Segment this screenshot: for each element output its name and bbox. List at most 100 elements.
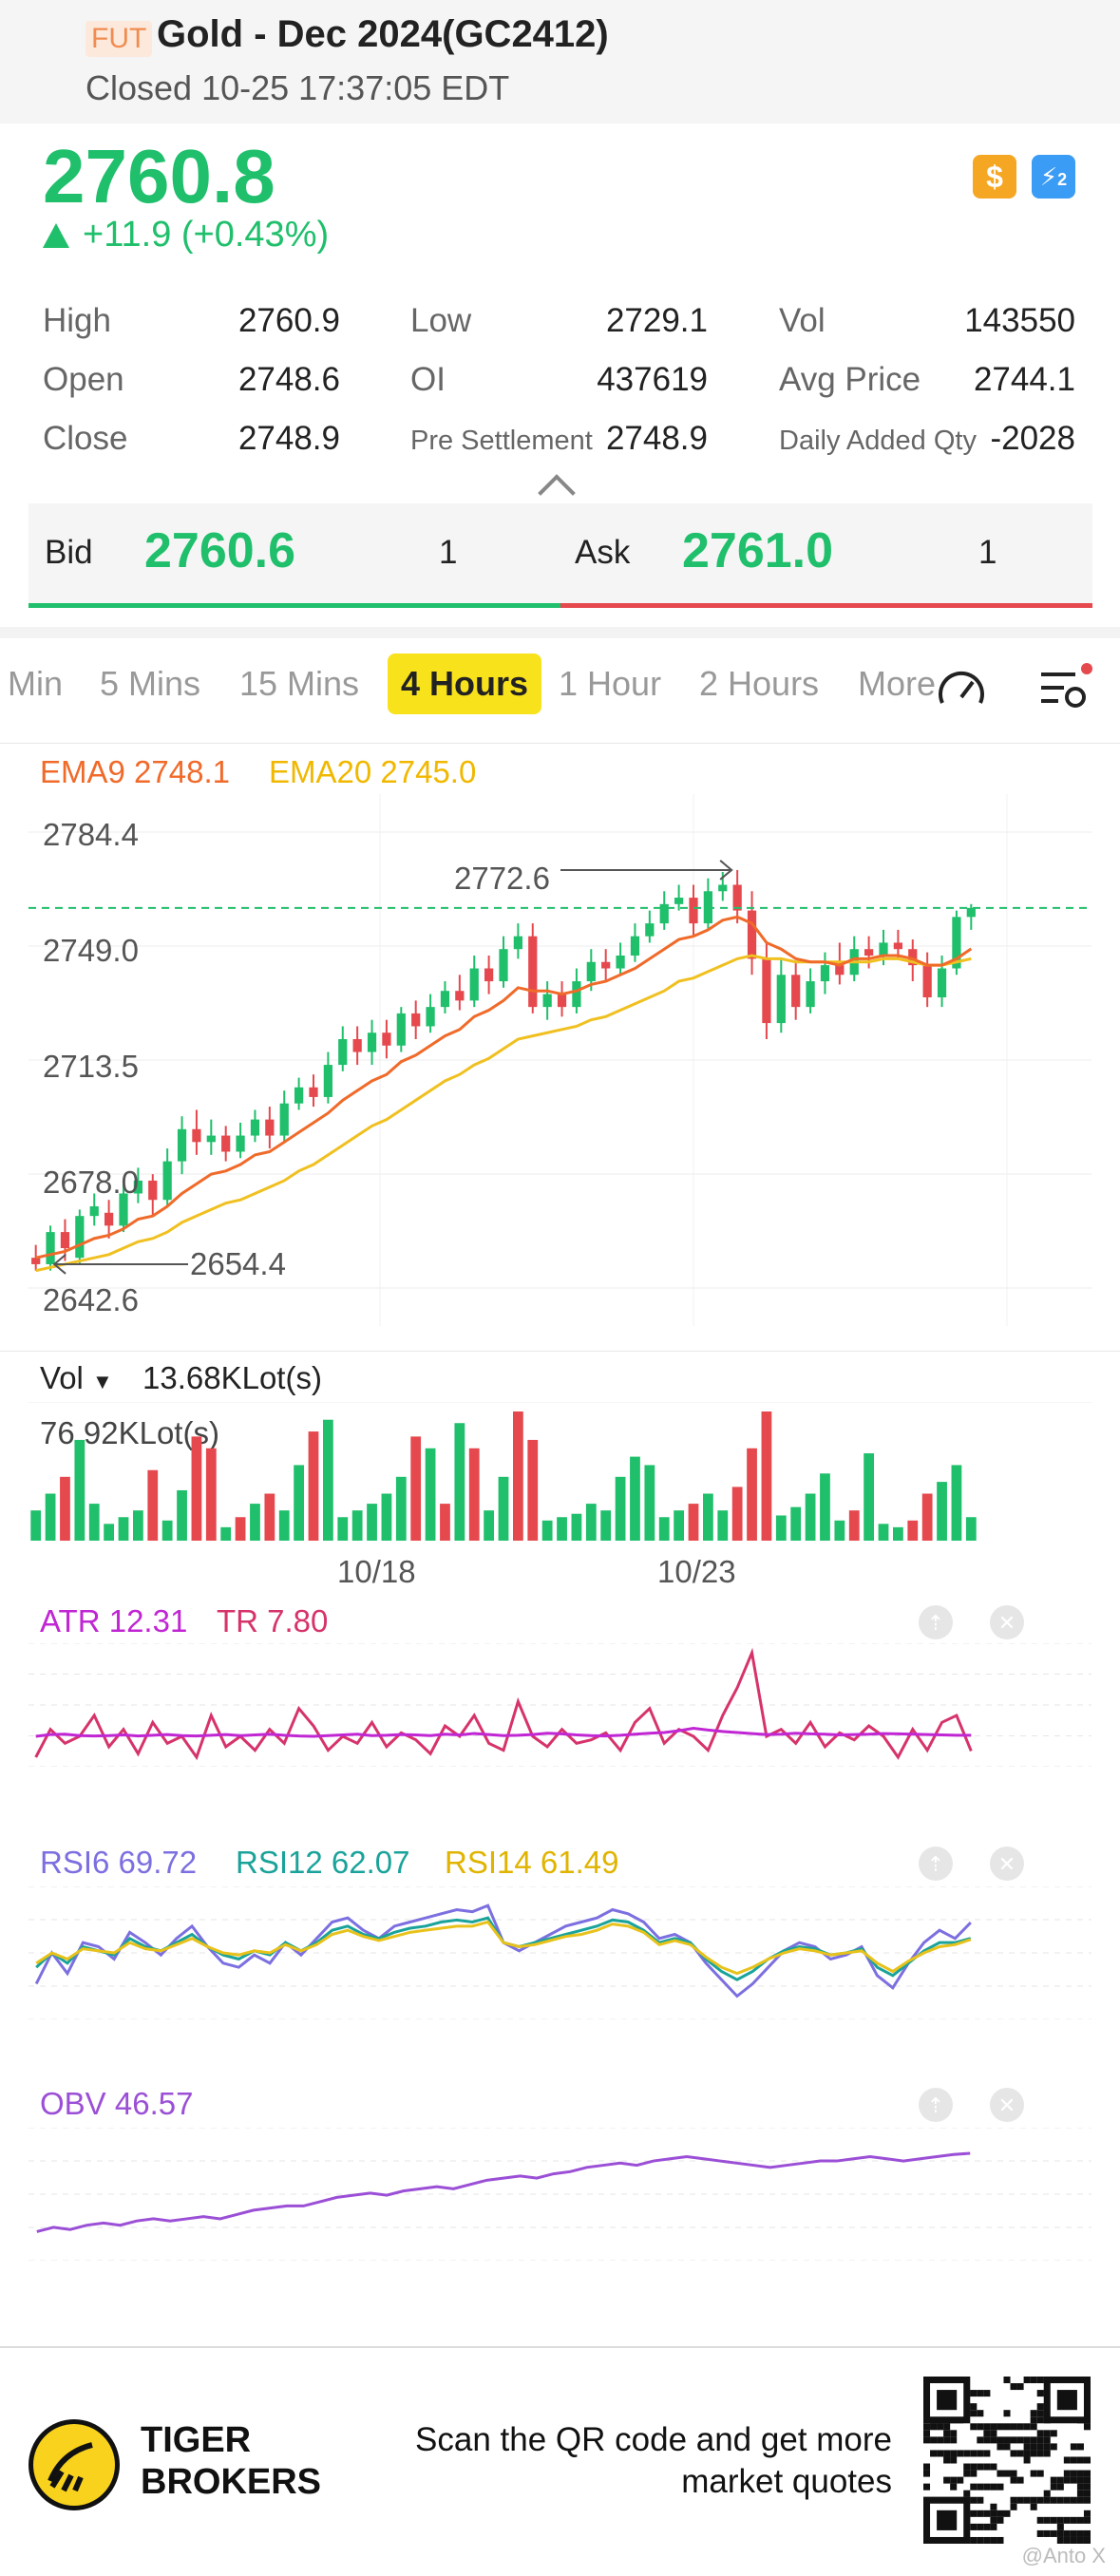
ask-price[interactable]: 2761.0	[682, 523, 834, 578]
ema9-legend: EMA9 2748.1	[40, 754, 230, 789]
tab-min[interactable]: Min	[8, 664, 64, 703]
futures-badge: FUT	[85, 21, 153, 57]
candle-body	[952, 917, 961, 969]
gauge-icon[interactable]	[933, 661, 990, 718]
volume-bar	[893, 1526, 903, 1541]
qr-module	[1016, 2496, 1024, 2504]
obv-chart[interactable]	[0, 2128, 1120, 2261]
qr-module	[943, 2456, 951, 2464]
qr-module	[1036, 2410, 1044, 2417]
volume-selector[interactable]: Vol ▼	[40, 1360, 113, 1396]
bid-ask-bar: Bid 2760.6 1 Ask 2761.0 1	[28, 503, 1092, 608]
qr-module	[1063, 2496, 1071, 2504]
qr-module	[977, 2510, 984, 2517]
qr-module	[1016, 2450, 1024, 2457]
qr-module	[997, 2470, 1004, 2477]
candle-body	[718, 884, 728, 892]
qr-module	[937, 2436, 944, 2444]
qr-module	[1030, 2443, 1037, 2451]
close-icon[interactable]	[990, 2088, 1024, 2122]
stat-value: 2748.9	[237, 420, 340, 457]
qr-code[interactable]	[923, 2377, 1091, 2544]
qr-module	[1003, 2470, 1011, 2477]
qr-module	[1070, 2496, 1077, 2504]
candle-body	[966, 907, 976, 918]
stat-label: Close	[43, 420, 128, 457]
qr-module	[1010, 2383, 1017, 2391]
qr-module	[963, 2470, 971, 2477]
tab-1-hour[interactable]: 1 Hour	[559, 664, 662, 703]
candle-body	[469, 968, 479, 1001]
volume-bar	[367, 1504, 377, 1541]
candle-body	[689, 898, 698, 924]
volume-bar	[747, 1448, 757, 1541]
qr-module	[983, 2536, 991, 2544]
tab-4-hours[interactable]: 4 Hours	[388, 653, 542, 714]
tab-2-hours[interactable]: 2 Hours	[699, 664, 820, 703]
close-icon[interactable]	[990, 1605, 1024, 1639]
qr-module	[1043, 2490, 1051, 2497]
stat-value: -2028	[990, 420, 1075, 457]
obv-legend: OBV 46.57	[40, 2086, 194, 2121]
qr-module	[1063, 2476, 1071, 2484]
indicator-settings-icon[interactable]	[1037, 663, 1094, 716]
qr-module	[1036, 2403, 1044, 2411]
volume-bar	[235, 1517, 246, 1541]
volume-bar	[484, 1510, 494, 1541]
close-icon[interactable]	[990, 1847, 1024, 1881]
qr-module	[970, 2450, 978, 2457]
svg-text:⇡: ⇡	[927, 1853, 944, 1877]
qr-module	[1030, 2410, 1037, 2417]
rsi-chart[interactable]	[0, 1886, 1120, 2019]
obv-line	[36, 2151, 971, 2233]
qr-module	[1063, 2456, 1071, 2464]
price-chart[interactable]	[0, 794, 1120, 1326]
watermark: @Anto X	[1021, 2544, 1106, 2567]
qr-module	[1063, 2516, 1071, 2524]
tr-legend: TR 7.80	[217, 1603, 329, 1638]
currency-icon[interactable]: $	[973, 155, 1016, 199]
qr-module	[1036, 2436, 1044, 2444]
qr-module	[1070, 2470, 1077, 2477]
volume-bar	[440, 1504, 450, 1541]
qr-module	[1083, 2529, 1091, 2537]
qr-module	[997, 2536, 1004, 2544]
qr-module	[943, 2423, 951, 2431]
volume-bar	[205, 1448, 217, 1541]
volume-bar	[323, 1419, 333, 1541]
qr-module	[1050, 2529, 1057, 2537]
candle-body	[206, 1135, 216, 1143]
volume-selector-label: Vol	[40, 1360, 84, 1395]
pin-icon[interactable]	[919, 2088, 953, 2122]
candle-body	[338, 1038, 348, 1066]
tab-15-mins[interactable]: 15 Mins	[239, 664, 360, 703]
pin-icon[interactable]	[919, 1847, 953, 1881]
qr-module	[950, 2430, 958, 2437]
candle-body	[31, 1258, 41, 1264]
tab-5-mins[interactable]: 5 Mins	[100, 664, 201, 703]
volume-bar	[731, 1487, 743, 1541]
volume-bar	[688, 1504, 699, 1541]
volume-chart[interactable]	[0, 1402, 1120, 1541]
qr-module	[977, 2536, 984, 2544]
qr-module	[977, 2423, 984, 2431]
volume-bar	[965, 1517, 977, 1541]
level2-lightning-icon[interactable]: ⚡2	[1032, 155, 1075, 199]
bid-price[interactable]: 2760.6	[144, 523, 296, 578]
candle-body	[279, 1103, 289, 1136]
obv-panel-controls: ⇡ ✕	[919, 2088, 1024, 2122]
qr-module	[1083, 2510, 1091, 2517]
candle-body	[484, 968, 494, 982]
qr-module	[930, 2436, 938, 2444]
atr-chart[interactable]	[0, 1643, 1120, 1767]
tab-more[interactable]: More	[858, 664, 937, 703]
pin-icon[interactable]	[919, 1605, 953, 1639]
qr-module	[970, 2463, 978, 2471]
qr-module	[923, 2470, 931, 2477]
candle-body	[148, 1180, 158, 1201]
volume-bar	[805, 1493, 816, 1541]
qr-module	[970, 2403, 978, 2411]
volume-bar	[294, 1465, 304, 1541]
instrument-title[interactable]: Gold - Dec 2024(GC2412)	[157, 13, 609, 55]
qr-module	[1076, 2516, 1084, 2524]
